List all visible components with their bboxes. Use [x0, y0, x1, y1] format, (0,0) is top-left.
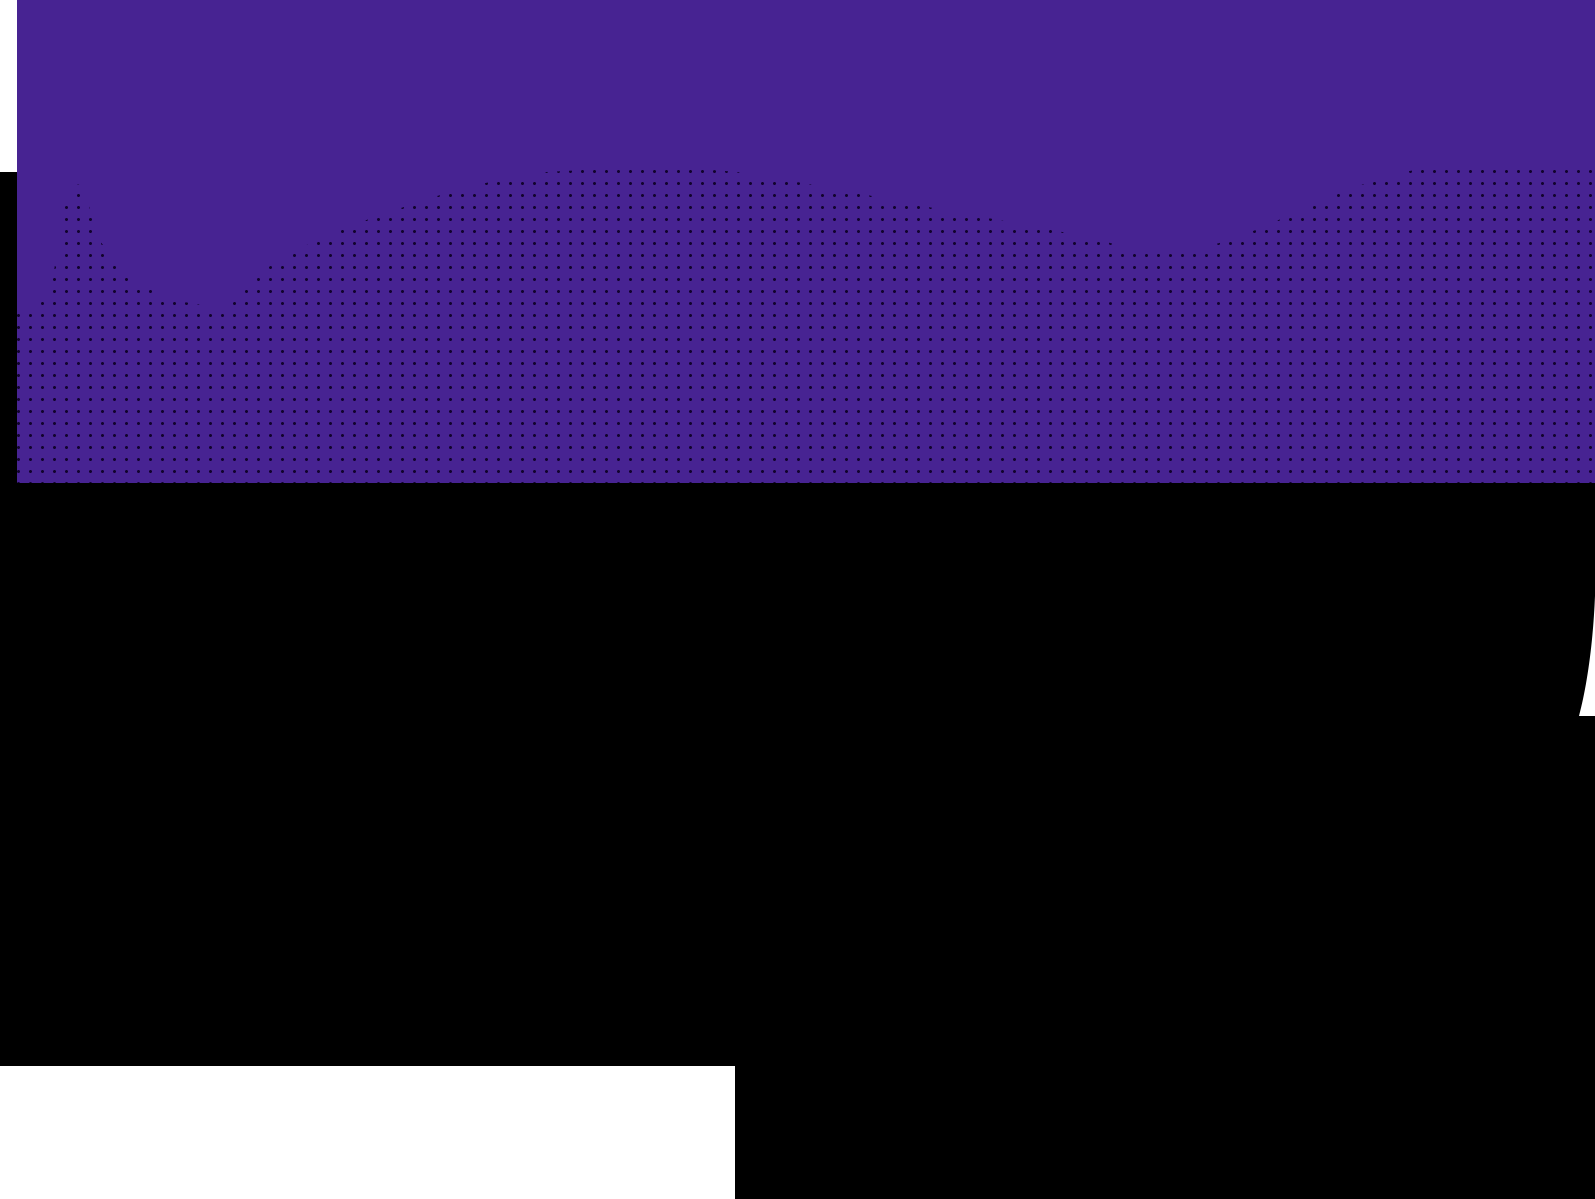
- bottom-left-panel: [0, 1066, 735, 1199]
- hero-banner: [17, 0, 1595, 483]
- halftone-skyline-texture: [17, 160, 1595, 483]
- top-left-white-strip: [0, 0, 17, 172]
